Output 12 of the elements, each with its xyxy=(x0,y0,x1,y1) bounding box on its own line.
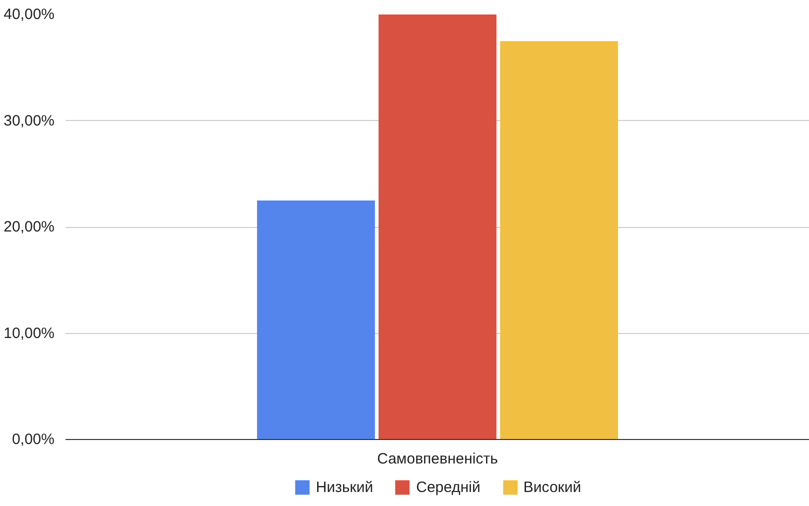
bar xyxy=(378,14,496,440)
bar xyxy=(500,41,618,440)
legend-label: Середній xyxy=(416,478,480,496)
y-tick-label: 10,00% xyxy=(4,324,54,342)
legend-label: Низький xyxy=(316,478,374,496)
y-tick-label: 20,00% xyxy=(4,218,54,236)
y-tick-label: 40,00% xyxy=(4,6,54,23)
legend-label: Високий xyxy=(523,478,582,496)
x-tick-label: Самовпевненість xyxy=(377,450,498,468)
y-tick-label: 0,00% xyxy=(12,431,55,448)
bar xyxy=(257,200,375,440)
y-tick-label: 30,00% xyxy=(4,112,54,130)
